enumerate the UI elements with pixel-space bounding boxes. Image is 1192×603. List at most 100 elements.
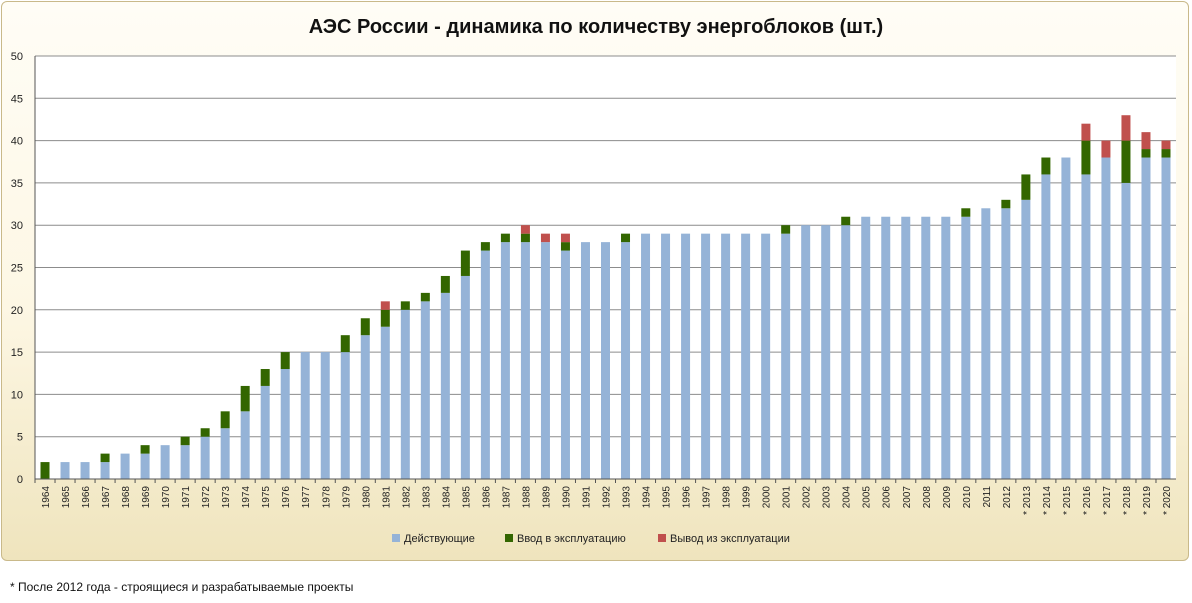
bar-operating-2008: [921, 216, 931, 480]
bar-operating-2010: [961, 216, 971, 480]
y-tick-label: 30: [11, 220, 23, 232]
bar-operating-2015: [1061, 157, 1071, 479]
bar-commissioning-1975: [260, 369, 270, 386]
bar-commissioning-2004: [841, 216, 851, 226]
x-tick-label: 1983: [421, 486, 432, 509]
x-tick-label: 2008: [922, 486, 933, 509]
bar-commissioning-1987: [500, 233, 510, 243]
bar-decommissioning-1989: [540, 233, 550, 243]
bar-operating-1986: [480, 250, 490, 479]
bar-commissioning-1988: [520, 233, 530, 243]
x-tick-label: 2011: [982, 486, 993, 508]
bar-decommissioning-2018: [1121, 115, 1131, 141]
legend-swatch-operating: [392, 534, 400, 542]
bar-operating-1994: [641, 233, 651, 479]
bar-decommissioning-1988: [520, 225, 530, 234]
x-tick-label: 1980: [361, 486, 372, 509]
bar-commissioning-1981: [380, 309, 390, 327]
bar-operating-2011: [981, 208, 991, 479]
bar-operating-2017: [1101, 157, 1111, 479]
x-tick-label: 1996: [682, 486, 693, 509]
bar-operating-1996: [681, 233, 691, 479]
bar-operating-1981: [380, 326, 390, 479]
x-tick-label: 1975: [261, 486, 272, 509]
y-tick-label: 0: [17, 474, 23, 486]
bar-decommissioning-2020: [1161, 140, 1171, 150]
bar-operating-1976: [280, 369, 290, 479]
bar-operating-1978: [320, 352, 330, 479]
x-tick-label: 1991: [581, 486, 592, 509]
bar-operating-1966: [80, 462, 90, 479]
y-tick-label: 25: [11, 263, 23, 275]
bar-commissioning-2013: [1021, 174, 1031, 200]
bar-operating-1995: [661, 233, 671, 479]
bar-operating-2005: [861, 216, 871, 480]
x-tick-label: * 2013: [1022, 486, 1033, 515]
x-tick-label: 1995: [662, 486, 673, 509]
x-tick-label: 1966: [81, 486, 92, 509]
bar-commissioning-2010: [961, 208, 971, 217]
bar-operating-2002: [801, 225, 811, 479]
bar-commissioning-1976: [280, 352, 290, 370]
bar-operating-2019: [1141, 157, 1151, 479]
x-tick-label: 2010: [962, 486, 973, 509]
bar-decommissioning-1990: [560, 233, 570, 243]
y-tick-label: 10: [11, 389, 23, 401]
x-tick-label: * 2018: [1122, 486, 1133, 515]
bar-commissioning-1969: [140, 445, 150, 454]
x-tick-label: 1971: [181, 486, 192, 509]
bar-operating-2006: [881, 216, 891, 480]
y-tick-label: 45: [11, 93, 23, 105]
x-tick-label: * 2017: [1102, 486, 1113, 515]
bar-operating-1992: [601, 242, 610, 479]
x-tick-label: 1981: [381, 486, 392, 509]
legend-label-operating: Действующие: [404, 533, 475, 545]
footnote: * После 2012 года - строящиеся и разраба…: [10, 580, 354, 594]
legend: Действующие Ввод в эксплуатацию Вывод из э…: [392, 533, 790, 545]
bars: [40, 115, 1171, 480]
legend-swatch-decommissioning: [658, 534, 666, 542]
bar-operating-1987: [500, 242, 510, 479]
chart-svg: АЭС России - динамика по количеству энер…: [11, 16, 1176, 545]
bar-operating-2004: [841, 225, 851, 479]
bar-operating-1980: [360, 335, 370, 479]
bar-operating-2000: [761, 233, 771, 479]
bar-operating-2009: [941, 216, 951, 480]
x-tick-label: 2001: [782, 486, 793, 509]
x-tick-label: 1986: [481, 486, 492, 509]
x-tick-label: 1976: [281, 486, 292, 509]
bar-commissioning-2001: [781, 225, 791, 234]
bar-operating-1973: [220, 428, 230, 479]
bar-operating-1983: [420, 301, 430, 479]
x-tick-label: * 2015: [1062, 486, 1073, 515]
x-tick-label: 1990: [561, 486, 572, 509]
y-tick-label: 50: [11, 51, 23, 63]
bar-operating-1984: [440, 292, 450, 479]
x-tick-label: 1999: [742, 486, 753, 509]
x-tick-label: 1973: [221, 486, 232, 509]
bar-operating-1979: [340, 352, 350, 479]
x-tick-label: 1968: [121, 486, 132, 509]
bar-operating-1965: [60, 462, 70, 479]
bar-commissioning-2020: [1161, 149, 1171, 158]
legend-label-commissioning: Ввод в эксплуатацию: [517, 533, 626, 545]
bar-commissioning-2016: [1081, 140, 1091, 175]
y-tick-label: 15: [11, 347, 23, 359]
bar-operating-1968: [120, 453, 130, 479]
x-tick-label: 1985: [461, 486, 472, 509]
x-tick-label: 1977: [301, 486, 312, 509]
bar-commissioning-1973: [220, 411, 230, 429]
x-tick-label: 2007: [902, 486, 913, 509]
bar-decommissioning-1981: [380, 301, 390, 310]
x-tick-label: * 2016: [1082, 486, 1093, 515]
x-tick-label: 1978: [321, 486, 332, 509]
x-tick-label: 2004: [842, 486, 853, 509]
bar-operating-1985: [460, 275, 470, 479]
x-tick-label: 1969: [141, 486, 152, 509]
y-tick-label: 35: [11, 178, 23, 190]
y-tick-label: 5: [17, 432, 23, 444]
x-tick-label: 1997: [702, 486, 713, 509]
bar-commissioning-1985: [460, 250, 470, 276]
legend-label-decommissioning: Вывод из эксплуатации: [670, 533, 790, 545]
legend-swatch-commissioning: [505, 534, 513, 542]
